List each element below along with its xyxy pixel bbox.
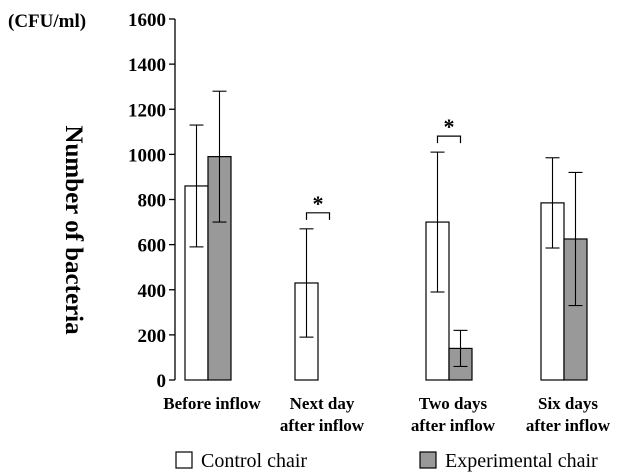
significance-asterisk: * (444, 114, 455, 139)
unit-label: (CFU/ml) (8, 11, 86, 32)
y-tick-label: 800 (138, 191, 167, 212)
y-tick-label: 1200 (128, 100, 166, 121)
y-axis: 0 200 400 600 800 1000 1200 1400 1600 (128, 10, 176, 392)
y-tick-label: 200 (138, 326, 167, 347)
y-tick-label: 1000 (128, 145, 166, 166)
y-tick-label: 1600 (128, 10, 166, 31)
category-label: after inflow (526, 416, 611, 435)
significance-bracket (305, 212, 331, 220)
legend-swatch (419, 451, 437, 469)
category-label: Next day (290, 394, 355, 413)
category-label: Six days (538, 394, 598, 413)
category-label: Before inflow (163, 394, 261, 413)
category-label: Two days (419, 394, 488, 413)
y-tick-label: 1400 (128, 55, 166, 76)
category-label: after inflow (280, 416, 365, 435)
significance-markers: ** (305, 114, 462, 220)
category-label: after inflow (411, 416, 496, 435)
legend-label: Experimental chair (445, 450, 598, 472)
y-tick-label: 400 (138, 281, 167, 302)
significance-bracket (436, 135, 462, 144)
legend: Control chair Experimental chair (175, 450, 598, 472)
error-bars (189, 90, 583, 368)
y-tick-label: 600 (138, 236, 167, 257)
legend-swatch (175, 451, 193, 469)
category-labels: Before inflow Next day after inflow Two day… (163, 394, 611, 435)
legend-label: Control chair (201, 450, 307, 472)
bars (184, 156, 588, 381)
significance-asterisk: * (313, 191, 324, 216)
y-axis-title: Number of bacteria (60, 125, 87, 335)
y-tick-label: 0 (157, 371, 167, 392)
